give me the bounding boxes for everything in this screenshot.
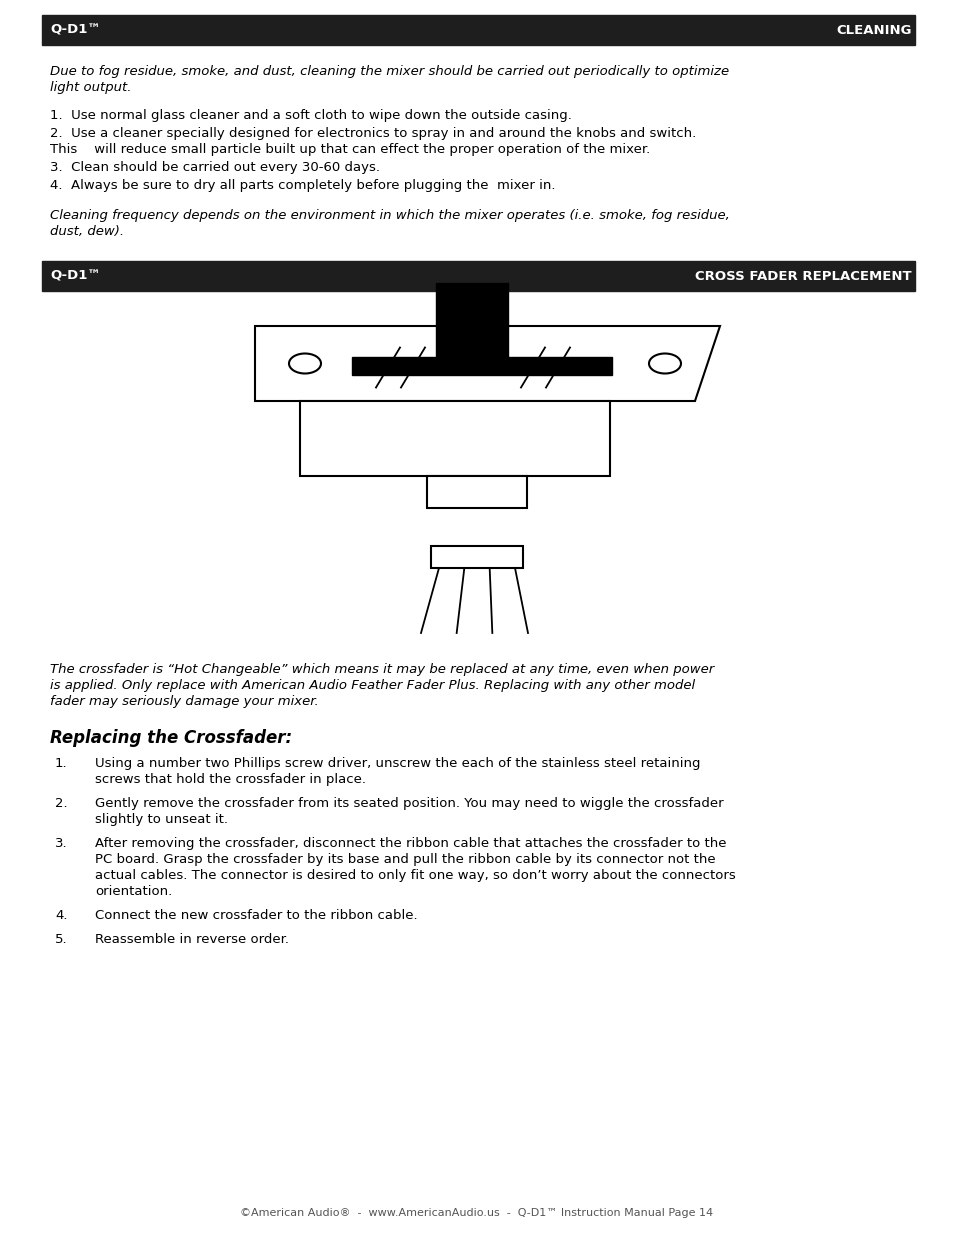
Bar — [42, 15, 914, 44]
Text: After removing the crossfader, disconnect the ribbon cable that attaches the cro: After removing the crossfader, disconnec… — [95, 837, 726, 850]
Text: actual cables. The connector is desired to only fit one way, so don’t worry abou: actual cables. The connector is desired … — [95, 869, 735, 882]
Ellipse shape — [289, 353, 320, 373]
Text: Replacing the Crossfader:: Replacing the Crossfader: — [50, 729, 292, 747]
Text: PC board. Grasp the crossfader by its base and pull the ribbon cable by its conn: PC board. Grasp the crossfader by its ba… — [95, 853, 715, 866]
Text: slightly to unseat it.: slightly to unseat it. — [95, 813, 228, 826]
Text: CLEANING: CLEANING — [836, 23, 911, 37]
Text: 2.  Use a cleaner specially designed for electronics to spray in and around the : 2. Use a cleaner specially designed for … — [50, 127, 696, 140]
Text: 4.  Always be sure to dry all parts completely before plugging the  mixer in.: 4. Always be sure to dry all parts compl… — [50, 179, 555, 191]
Text: 1.: 1. — [55, 757, 68, 769]
Text: Q-D1™: Q-D1™ — [50, 23, 100, 37]
Text: Using a number two Phillips screw driver, unscrew the each of the stainless stee: Using a number two Phillips screw driver… — [95, 757, 700, 769]
Text: Connect the new crossfader to the ribbon cable.: Connect the new crossfader to the ribbon… — [95, 909, 417, 923]
Bar — [427, 475, 526, 508]
Text: 3.: 3. — [55, 837, 68, 850]
Text: CROSS FADER REPLACEMENT: CROSS FADER REPLACEMENT — [695, 269, 911, 283]
Bar — [436, 283, 507, 357]
Text: fader may seriously damage your mixer.: fader may seriously damage your mixer. — [50, 695, 318, 708]
Text: dust, dew).: dust, dew). — [50, 225, 124, 238]
Text: 3.  Clean should be carried out every 30-60 days.: 3. Clean should be carried out every 30-… — [50, 161, 379, 174]
Text: ©American Audio®  -  www.AmericanAudio.us  -  Q-D1™ Instruction Manual Page 14: ©American Audio® - www.AmericanAudio.us … — [240, 1208, 713, 1218]
Text: The crossfader is “Hot Changeable” which means it may be replaced at any time, e: The crossfader is “Hot Changeable” which… — [50, 663, 714, 676]
Bar — [431, 546, 522, 568]
Text: 1.  Use normal glass cleaner and a soft cloth to wipe down the outside casing.: 1. Use normal glass cleaner and a soft c… — [50, 109, 571, 122]
Text: is applied. Only replace with American Audio Feather Fader Plus. Replacing with : is applied. Only replace with American A… — [50, 679, 695, 692]
Text: This    will reduce small particle built up that can effect the proper operation: This will reduce small particle built up… — [50, 143, 650, 156]
Ellipse shape — [648, 353, 680, 373]
Text: Cleaning frequency depends on the environment in which the mixer operates (i.e. : Cleaning frequency depends on the enviro… — [50, 209, 729, 222]
Text: orientation.: orientation. — [95, 885, 172, 898]
Text: screws that hold the crossfader in place.: screws that hold the crossfader in place… — [95, 773, 366, 785]
Text: Gently remove the crossfader from its seated position. You may need to wiggle th: Gently remove the crossfader from its se… — [95, 797, 723, 810]
Text: light output.: light output. — [50, 82, 132, 94]
Bar — [352, 357, 612, 374]
Bar — [299, 401, 609, 475]
Text: 2.: 2. — [55, 797, 68, 810]
Text: Q-D1™: Q-D1™ — [50, 269, 100, 283]
Text: 5.: 5. — [55, 932, 68, 946]
Polygon shape — [254, 326, 720, 401]
Text: Reassemble in reverse order.: Reassemble in reverse order. — [95, 932, 289, 946]
Bar — [42, 261, 914, 291]
Text: 4.: 4. — [55, 909, 68, 923]
Text: Due to fog residue, smoke, and dust, cleaning the mixer should be carried out pe: Due to fog residue, smoke, and dust, cle… — [50, 65, 728, 78]
